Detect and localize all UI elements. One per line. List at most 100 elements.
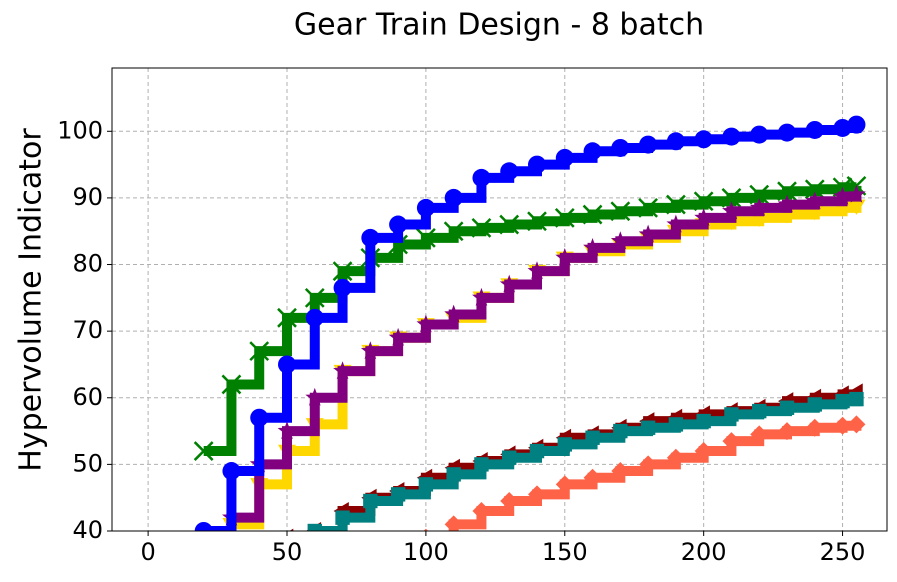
point <box>472 502 491 521</box>
point <box>500 492 519 511</box>
point <box>805 418 824 437</box>
plot-area <box>193 115 867 578</box>
chart-title: Gear Train Design - 8 batch <box>294 8 704 43</box>
point <box>499 214 520 235</box>
point <box>307 523 322 531</box>
point <box>333 361 352 380</box>
x-tick-label: 100 <box>403 538 449 566</box>
point <box>305 387 325 406</box>
point <box>610 201 631 222</box>
point <box>668 417 684 432</box>
point <box>499 274 519 293</box>
point <box>805 120 824 139</box>
point <box>277 421 297 440</box>
point <box>805 191 825 210</box>
point <box>721 188 742 208</box>
point <box>638 198 658 218</box>
point <box>278 355 296 374</box>
point <box>335 510 350 525</box>
point <box>471 218 492 238</box>
point <box>694 207 714 226</box>
point <box>833 416 852 435</box>
point <box>474 457 489 472</box>
point <box>557 437 572 452</box>
point <box>750 425 769 444</box>
point <box>847 415 866 434</box>
point <box>722 432 741 451</box>
point <box>277 307 297 328</box>
point <box>333 278 352 297</box>
point <box>833 118 852 137</box>
point <box>722 201 741 220</box>
point <box>196 570 210 578</box>
point <box>250 542 265 560</box>
ticks: 40 50 60 70 80 90 100 0 50 100 150 200 250 <box>57 116 865 566</box>
point <box>416 314 436 333</box>
point <box>611 462 630 481</box>
point <box>361 228 380 247</box>
y-tick-label: 70 <box>72 316 103 344</box>
point <box>195 555 210 573</box>
point <box>639 455 658 474</box>
point <box>777 181 797 202</box>
point <box>582 204 603 225</box>
point <box>500 162 519 181</box>
point <box>195 551 213 566</box>
plot-frame <box>111 67 888 532</box>
point <box>278 569 296 578</box>
point <box>423 528 429 531</box>
point <box>693 191 714 212</box>
point <box>777 194 797 213</box>
x-tick-label: 200 <box>681 538 727 566</box>
y-tick-label: 90 <box>72 183 103 211</box>
point <box>360 341 380 360</box>
point <box>752 403 767 419</box>
point <box>585 430 600 445</box>
y-tick-label: 60 <box>72 383 103 411</box>
point <box>528 155 546 174</box>
point <box>193 441 214 461</box>
point <box>222 549 237 567</box>
y-tick-label: 50 <box>72 449 103 477</box>
point <box>252 544 266 558</box>
point <box>555 148 574 167</box>
point <box>416 227 436 248</box>
point <box>224 557 238 571</box>
point <box>444 304 464 323</box>
point <box>418 477 434 492</box>
point <box>502 450 517 465</box>
point <box>849 391 864 407</box>
point <box>749 197 769 216</box>
point <box>638 224 658 243</box>
point <box>847 115 866 134</box>
point <box>722 127 741 146</box>
point <box>666 194 686 215</box>
point <box>249 341 270 362</box>
y-tick-label: 40 <box>72 516 103 544</box>
point <box>361 549 379 567</box>
point <box>640 420 656 435</box>
point <box>847 184 866 203</box>
point <box>696 413 711 429</box>
point <box>613 423 628 439</box>
point <box>724 407 739 422</box>
x-tick-label: 150 <box>542 538 588 566</box>
point <box>306 562 324 578</box>
point <box>639 135 658 154</box>
point <box>694 130 713 149</box>
point <box>528 485 546 504</box>
point <box>472 287 491 306</box>
x-tick-label: 250 <box>820 538 866 566</box>
point <box>305 308 324 327</box>
point <box>332 261 353 282</box>
point <box>694 442 713 461</box>
x-tick-label: 0 <box>140 538 155 566</box>
point <box>527 211 547 232</box>
point <box>666 448 685 467</box>
point <box>666 214 686 233</box>
point <box>583 142 602 161</box>
point <box>835 393 850 409</box>
point <box>778 123 796 142</box>
point <box>554 208 575 228</box>
